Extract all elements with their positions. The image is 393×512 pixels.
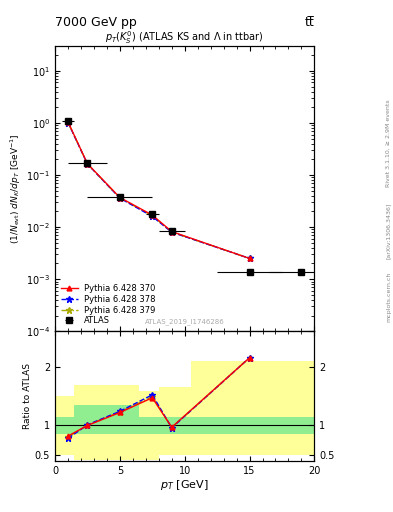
Line: Pythia 6.428 379: Pythia 6.428 379 [65, 119, 253, 262]
Pythia 6.428 378 [118, 195, 122, 201]
Bar [191, 417, 314, 434]
Bar [191, 360, 314, 455]
Pythia 6.428 370 [66, 119, 70, 125]
Pythia 6.428 379 [118, 195, 122, 201]
Y-axis label: $(1/N_\mathrm{evt})\ dN_K/dp_T\ [\mathrm{GeV}^{-1}]$: $(1/N_\mathrm{evt})\ dN_K/dp_T\ [\mathrm… [9, 133, 23, 244]
Title: $p_T(K^0_S)$ (ATLAS KS and $\Lambda$ in ttbar): $p_T(K^0_S)$ (ATLAS KS and $\Lambda$ in … [105, 29, 264, 46]
Bar [55, 417, 75, 434]
Bar [75, 386, 101, 460]
Pythia 6.428 370 [150, 212, 155, 218]
Text: ATLAS_2019_I1746286: ATLAS_2019_I1746286 [145, 319, 224, 326]
Pythia 6.428 379 [150, 212, 155, 219]
Bar [75, 405, 101, 434]
Text: tt̅: tt̅ [305, 16, 314, 29]
Line: Pythia 6.428 378: Pythia 6.428 378 [65, 119, 253, 262]
Pythia 6.428 379 [66, 119, 70, 125]
Bar [55, 396, 75, 455]
Bar [101, 405, 140, 434]
Pythia 6.428 378 [66, 119, 70, 125]
Bar [140, 417, 159, 434]
Bar [159, 417, 191, 434]
Pythia 6.428 378 [150, 214, 155, 220]
Text: Rivet 3.1.10, ≥ 2.9M events: Rivet 3.1.10, ≥ 2.9M events [386, 99, 391, 187]
Pythia 6.428 378 [169, 229, 174, 235]
Text: [arXiv:1306.3436]: [arXiv:1306.3436] [386, 202, 391, 259]
Pythia 6.428 379 [247, 255, 252, 262]
Pythia 6.428 379 [85, 161, 90, 167]
Pythia 6.428 379 [169, 229, 174, 235]
Pythia 6.428 370 [247, 255, 252, 262]
Pythia 6.428 370 [118, 195, 122, 201]
Text: mcplots.cern.ch: mcplots.cern.ch [386, 272, 391, 322]
Pythia 6.428 370 [169, 228, 174, 234]
Bar [140, 391, 159, 460]
X-axis label: $p_T$ [GeV]: $p_T$ [GeV] [160, 478, 209, 493]
Legend: Pythia 6.428 370, Pythia 6.428 378, Pythia 6.428 379, ATLAS: Pythia 6.428 370, Pythia 6.428 378, Pyth… [57, 281, 159, 329]
Pythia 6.428 370 [85, 161, 90, 167]
Text: 7000 GeV pp: 7000 GeV pp [55, 16, 137, 29]
Bar [159, 387, 191, 455]
Bar [101, 386, 140, 460]
Y-axis label: Ratio to ATLAS: Ratio to ATLAS [23, 363, 32, 429]
Pythia 6.428 378 [247, 255, 252, 262]
Line: Pythia 6.428 370: Pythia 6.428 370 [66, 119, 252, 261]
Pythia 6.428 378 [85, 161, 90, 167]
